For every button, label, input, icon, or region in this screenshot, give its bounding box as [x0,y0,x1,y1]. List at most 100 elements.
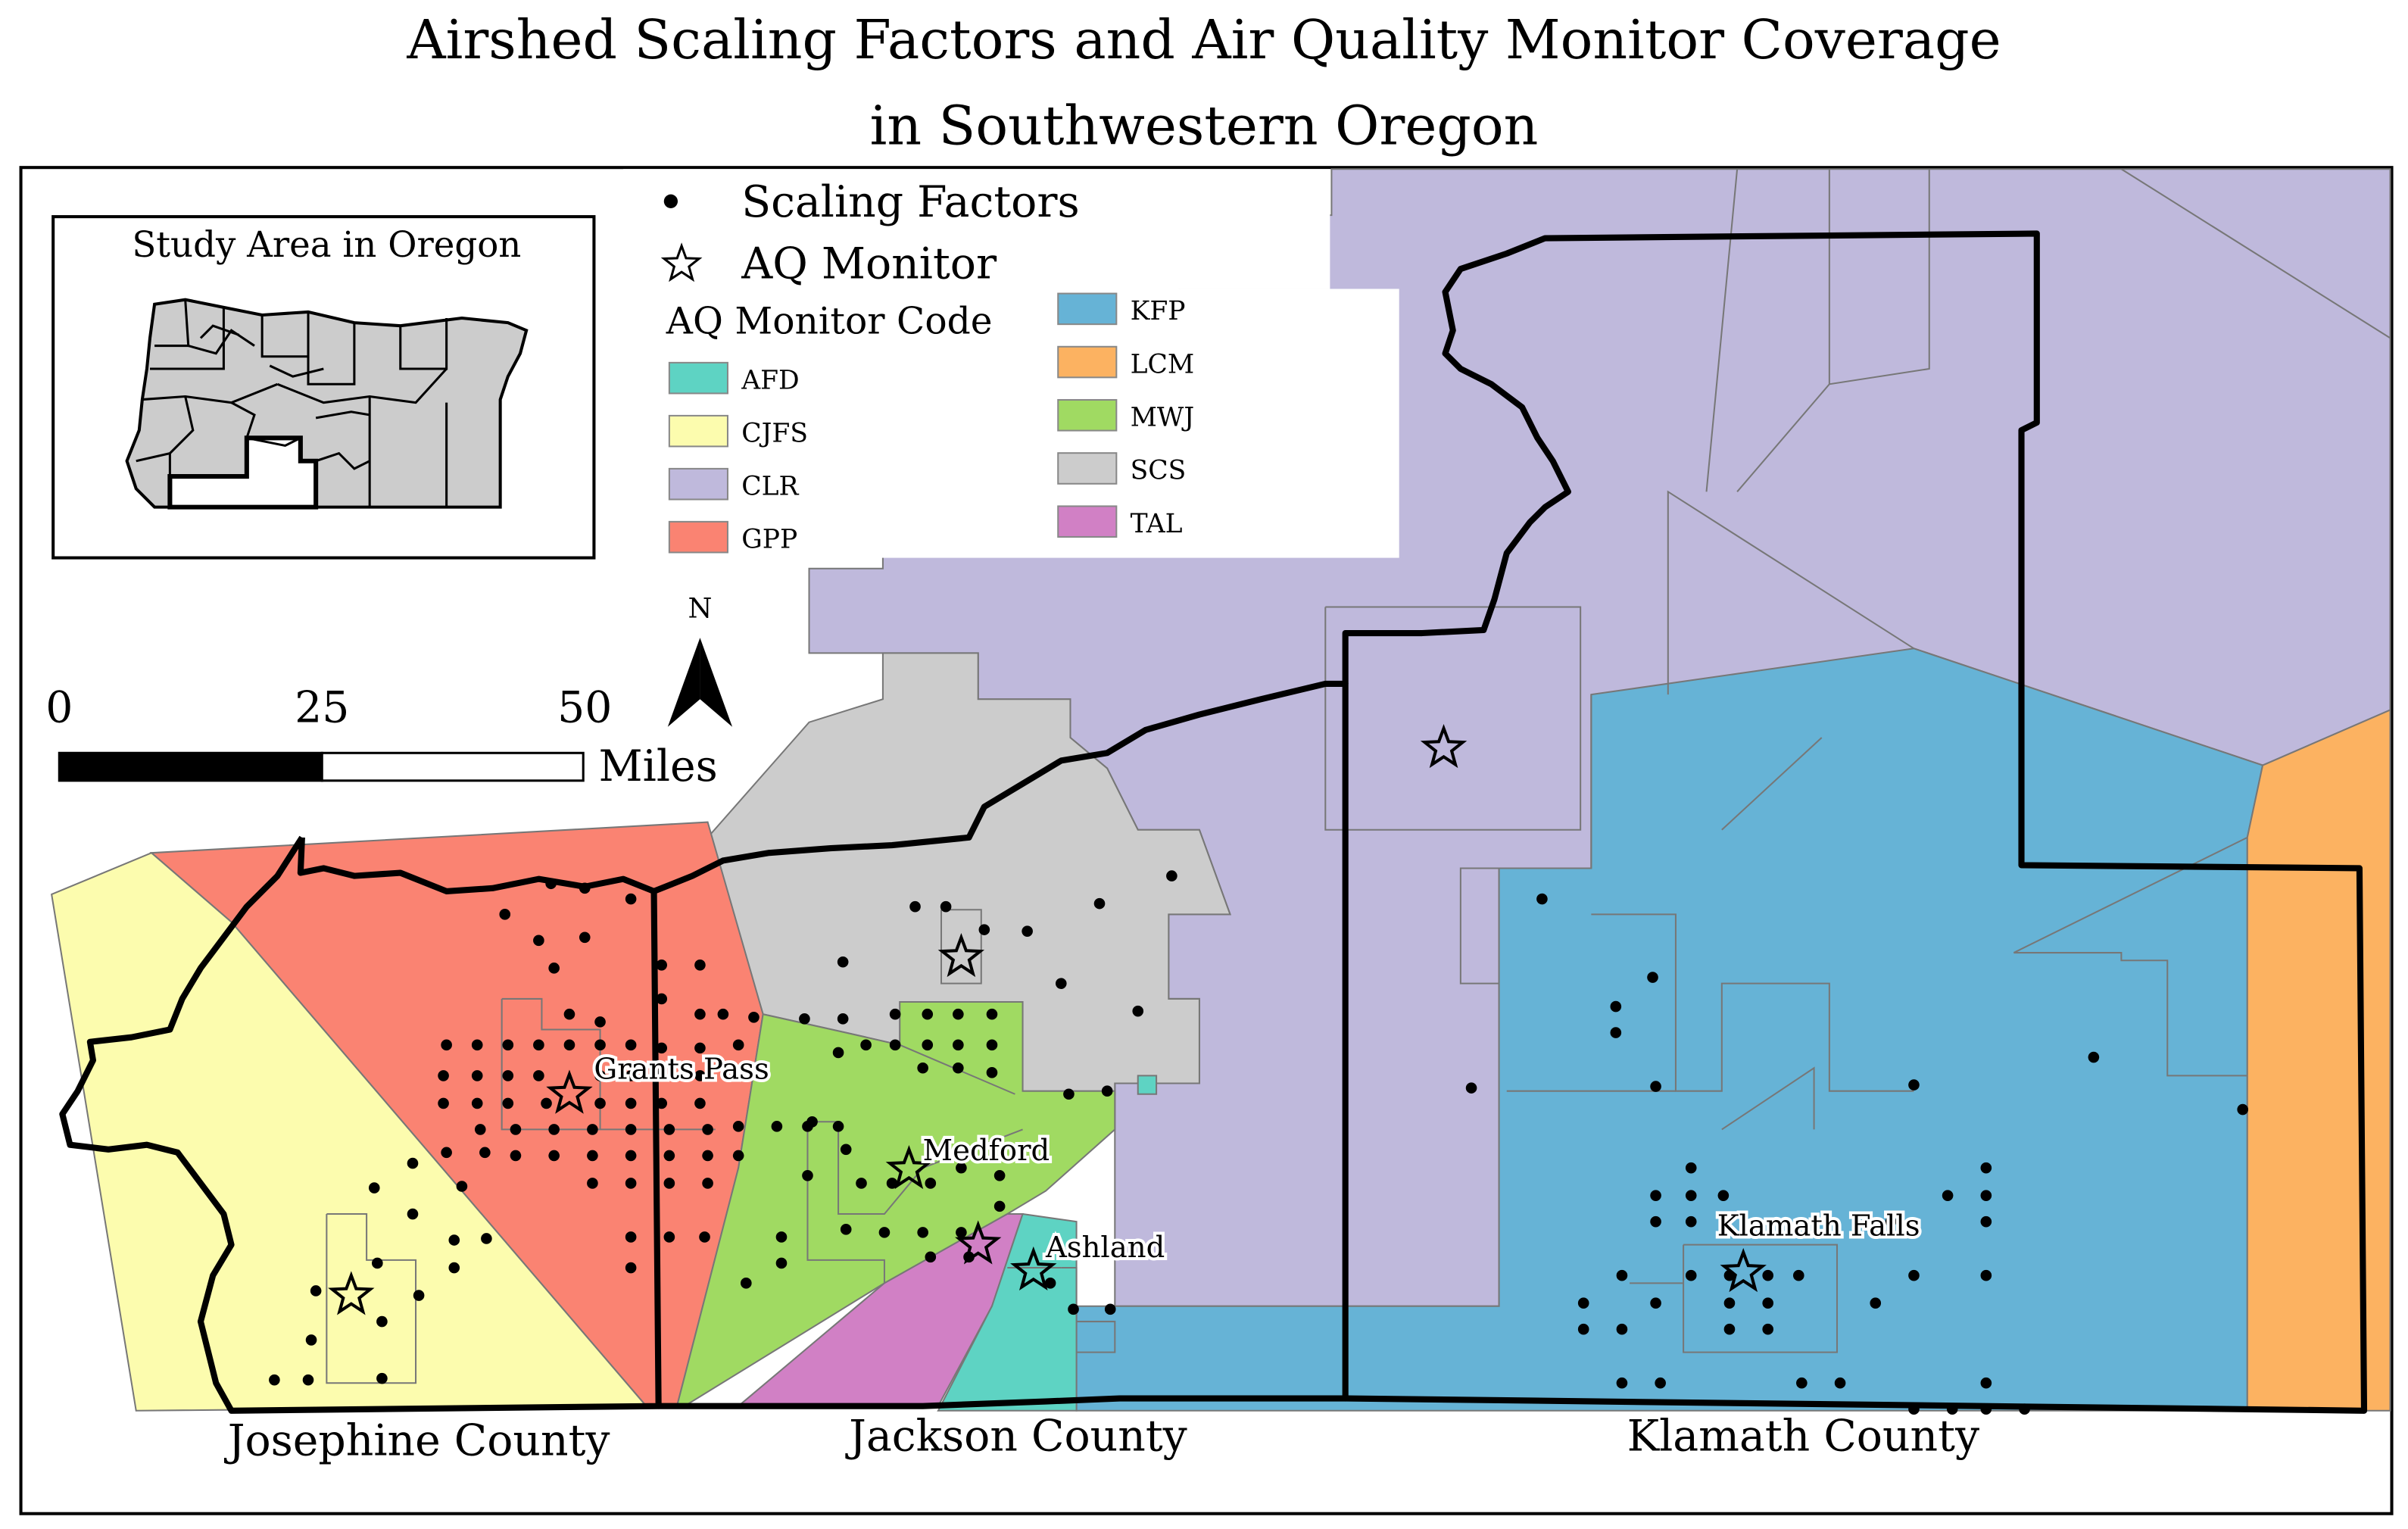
scaling-factor-point [1685,1215,1697,1228]
scaling-factor-point [694,1097,706,1109]
legend-label-clr: CLR [741,471,799,501]
aq-monitor-stars [328,723,1767,1315]
scaling-factor-point [702,1178,713,1189]
scaling-factor-point [925,1178,937,1189]
aq-monitor-star-icon [885,1144,933,1190]
legend-label-tal: TAL [1131,509,1183,539]
inset-county-lines [136,299,448,507]
scaling-factor-point [625,1178,637,1189]
scaling-factor-point [471,1039,483,1051]
scaling-factor-point [656,993,668,1005]
legend-swatch-scs [1057,452,1118,485]
scaling-factor-point [694,1008,706,1020]
scaling-factor-point [2088,1051,2100,1063]
label-grants-pass: Grants Pass [594,1052,769,1086]
scaling-factor-point [594,1016,606,1028]
scaling-factor-point [837,1013,849,1025]
inset-map: Study Area in Oregon [51,215,596,560]
scaling-factor-point [1942,1190,1954,1201]
scaling-factor-point [2019,1403,2030,1415]
scaling-factor-point [1650,1297,1661,1309]
legend-aq-monitor: AQ Monitor [741,239,997,289]
scaling-factor-point [1166,870,1177,882]
scaling-factor-point [1834,1377,1846,1389]
scaling-factor-point [953,1039,964,1051]
legend-swatch-afd [668,361,728,395]
label-klamath-falls: Klamath Falls [1717,1209,1920,1243]
scaling-factor-point [1908,1079,1920,1091]
scaling-factor-point [663,1231,675,1243]
scaling-factor-point [656,959,668,971]
scaling-factor-point [732,1150,744,1162]
scaling-factor-point [481,1233,492,1244]
scaling-factor-point [840,1224,852,1235]
scaling-factor-point [1616,1269,1628,1281]
legend-dot-icon [663,194,678,208]
scaling-factor-point [587,1124,598,1135]
scaling-factor-point [441,1147,452,1159]
scaling-factor-point [878,1227,891,1238]
label-jackson-county: Jackson County [845,1412,1187,1462]
scaling-factor-point [1068,1303,1079,1315]
scaling-factor-point [448,1234,460,1246]
legend-label-afd: AFD [741,365,799,395]
scaling-factor-point [1044,1278,1056,1289]
scaling-factor-point [1717,1190,1730,1201]
jackson-county-boundary [653,680,1349,1409]
scaling-factor-point [663,1150,675,1162]
scaling-factor-point [978,924,990,935]
scaling-factor-point [1055,978,1067,989]
scaling-factor-point [372,1257,383,1269]
legend-label-lcm: LCM [1131,349,1195,379]
scaling-factor-point [456,1181,468,1192]
scaling-factor-point [533,1039,544,1051]
scaling-factor-point [732,1070,744,1081]
map-title-line-1: Airshed Scaling Factors and Air Quality … [406,8,2001,71]
inset-title: Study Area in Oregon [132,225,521,266]
scaling-factor-point [889,1039,901,1051]
scaling-factor-point [886,1178,898,1189]
region-afd-sliver [1137,1075,1158,1095]
scaling-factor-point [1610,1000,1622,1013]
scaling-factor-point [1577,1297,1589,1309]
scaling-factor-point [448,1262,460,1274]
scaling-factor-point [579,931,591,944]
scaling-factor-point [1655,1377,1666,1389]
scaling-factor-point [1616,1377,1628,1389]
scaling-factor-point [909,900,921,913]
scaling-factor-point [625,1070,637,1081]
scaling-factor-point [956,1227,967,1238]
scaling-factor-point [732,1121,744,1132]
scaling-factor-point [775,1257,788,1269]
scaling-factor-point [986,1008,998,1020]
aq-monitor-star-icon [1420,723,1468,769]
scaling-factor-point [1980,1190,1992,1201]
scaling-factor-point [533,935,544,947]
scaling-factor-point [1650,1215,1661,1228]
scaling-factor-point [925,1251,937,1263]
scaling-factor-point [1762,1269,1774,1281]
scale-unit: Miles [599,741,718,791]
scaling-factor-point [1723,1297,1736,1309]
scale-bar-white [320,751,585,782]
scaling-factor-point [533,1070,544,1081]
scaling-factor-point [1063,1088,1075,1100]
scaling-factor-point [502,1070,514,1081]
inset-oregon-shape [125,298,529,509]
scaling-factor-point [840,1144,852,1156]
legend: Scaling Factors AQ Monitor AQ Monitor Co… [660,177,1195,554]
region-cjfs [51,851,648,1412]
scaling-factor-point [1796,1377,1808,1389]
aq-monitor-star-icon [1010,1246,1057,1291]
region-lcm [2246,708,2391,1412]
scaling-factor-point [1093,897,1106,910]
scaling-factor-point [799,1013,810,1025]
legend-swatch-lcm [1057,345,1118,379]
scaling-factor-point [1132,1005,1144,1017]
north-arrow-icon [667,638,700,727]
scaling-factor-point [986,1039,998,1051]
scaling-factor-point [310,1285,322,1297]
legend-swatch-clr [668,467,728,501]
scaling-factor-point [368,1182,380,1194]
legend-label-kfp: KFP [1131,296,1186,326]
